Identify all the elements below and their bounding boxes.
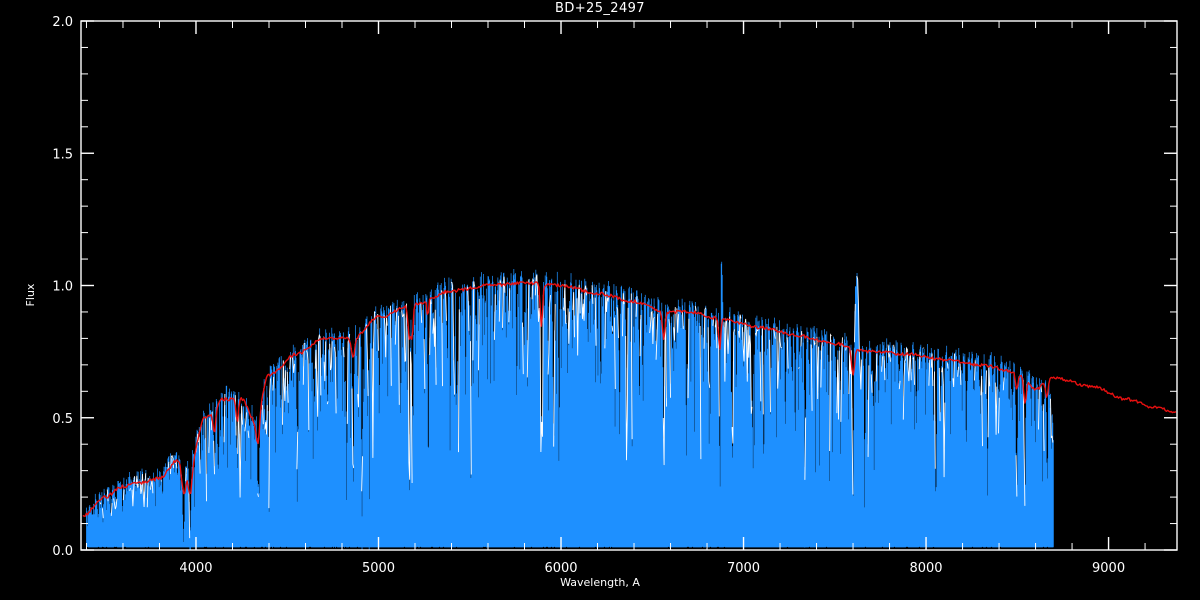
- observed-spectrum-path: [86, 261, 1054, 550]
- x-axis-tick-label: 8000: [909, 561, 942, 576]
- y-axis-tick-label: 0.5: [52, 412, 73, 427]
- page-title: BD+25_2497: [555, 1, 645, 16]
- overlay-spectrum-path: [99, 274, 1054, 539]
- chart-tick-labels-group: 4000 5000 6000 7000 8000 9000 0.0 0.5 1.0 1.5 2.0: [52, 15, 1125, 576]
- x-axis-tick-label: 9000: [1092, 561, 1125, 576]
- model-continuum-path: [82, 281, 1177, 517]
- y-axis-tick-label: 1.5: [52, 147, 73, 162]
- x-axis-tick-label: 6000: [544, 561, 577, 576]
- y-axis-tick-label: 2.0: [52, 15, 73, 30]
- y-axis-title: Flux: [24, 283, 37, 306]
- x-axis-title: Wavelength, A: [560, 576, 640, 589]
- x-axis-tick-label: 4000: [179, 561, 212, 576]
- x-axis-tick-label: 7000: [727, 561, 760, 576]
- observed-spectrum-series: [86, 261, 1054, 550]
- baseline-noise-path: [86, 537, 1054, 549]
- chart-series-group: [82, 261, 1177, 550]
- y-axis-tick-label: 1.0: [52, 280, 73, 295]
- chart-axes-group: [80, 20, 1178, 551]
- x-axis-tick-label: 5000: [362, 561, 395, 576]
- y-axis-tick-label: 0.0: [52, 544, 73, 559]
